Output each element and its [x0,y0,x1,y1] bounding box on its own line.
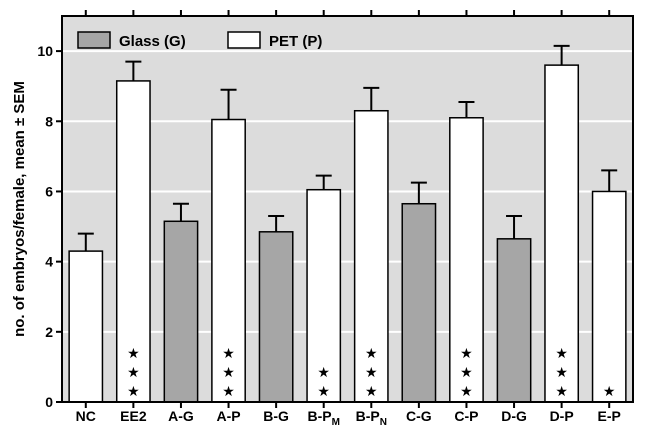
bar [544,64,580,403]
significance-star: ★ [555,384,568,400]
legend: Glass (G) PET (P) [77,31,322,50]
x-tick-label-subscript: M [332,417,340,427]
significance-star: ★ [365,365,378,381]
x-tick-label: B-G [263,408,289,424]
x-tick-label-main: NC [76,408,96,424]
x-tick-label-main: B-P [307,408,331,424]
x-tick-label-subscript: N [380,417,387,427]
x-tick-label-main: A-G [168,408,194,424]
significance-star: ★ [365,346,378,362]
x-tick-label: B-PM [307,408,339,427]
legend-swatch [227,31,261,49]
grid-lines [62,50,633,333]
significance-star: ★ [222,384,235,400]
x-tick-label: D-G [501,408,527,424]
x-tick-label-main: C-P [454,408,478,424]
y-tick-label: 8 [45,113,53,129]
x-tick-label: EE2 [120,408,147,424]
x-tick-label: D-P [550,408,574,424]
x-tick-label-main: E-P [598,408,621,424]
x-tick-label: E-P [598,408,621,424]
significance-star: ★ [460,384,473,400]
significance-star: ★ [460,365,473,381]
significance-star: ★ [460,346,473,362]
bar [211,118,246,403]
x-tick-label-main: C-G [406,408,432,424]
x-tick-label: A-G [168,408,194,424]
y-tick-label: 2 [45,324,53,340]
x-tick-label-main: EE2 [120,408,147,424]
bars: ★ ★ ★ ★ ★ ★ ★ ★ ★ ★ ★ ★ ★ ★ ★ ★ ★ ★ [68,44,627,403]
x-tick-label-main: B-P [356,408,380,424]
y-tick-label: 6 [45,183,53,199]
x-tick-label: C-P [454,408,478,424]
bar [68,250,104,403]
x-tick-label-main: D-G [501,408,527,424]
plot-background [62,16,633,402]
significance-star: ★ [127,384,140,400]
x-tick-label: A-P [216,408,240,424]
legend-label: Glass (G) [119,33,186,50]
plot-frame [61,15,634,403]
x-tick-label-main: B-G [263,408,289,424]
bar [591,190,627,403]
bar [496,238,532,403]
y-tick-label: 0 [45,394,53,410]
y-tick-label: 4 [45,254,53,270]
legend-label: PET (P) [269,33,322,50]
axes: NC EE2 A-G A-P B-G B-PM B-PN C-G C-P D-G D-P E-P024… [37,10,634,427]
significance-star: ★ [222,346,235,362]
significance-star: ★ [317,365,330,381]
significance-star: ★ [127,346,140,362]
bar [401,202,437,403]
x-tick-label: NC [76,408,96,424]
x-tick-label-main: A-P [216,408,240,424]
significance-star: ★ [555,346,568,362]
significance-star: ★ [603,384,616,400]
bar [163,220,199,403]
legend-swatch [77,31,111,49]
significance-star: ★ [365,384,378,400]
x-tick-label: C-G [406,408,432,424]
bar [449,117,484,403]
y-axis-label: no. of embryos/female, mean ± SEM [11,81,28,337]
significance-star: ★ [222,365,235,381]
x-tick-label: B-PN [356,408,387,427]
y-tick-label: 10 [37,43,53,59]
significance-star: ★ [555,365,568,381]
significance-star: ★ [317,384,330,400]
significance-star: ★ [127,365,140,381]
bar [258,231,294,403]
x-tick-label-main: D-P [550,408,574,424]
